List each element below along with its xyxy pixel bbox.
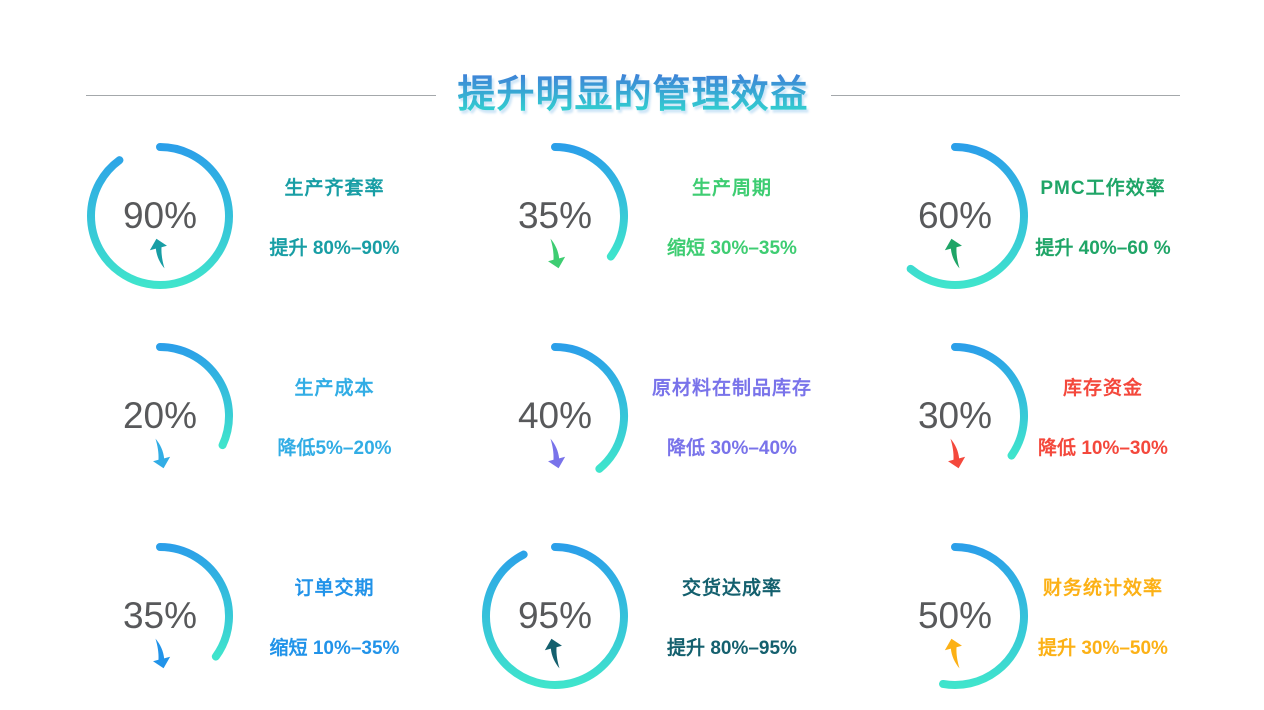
header-rule-left	[86, 94, 436, 96]
progress-arc	[551, 343, 628, 473]
metric-label: 生产周期 缩短 30%–35%	[630, 173, 880, 260]
trend-up-arrow-icon	[944, 238, 962, 269]
gauge-ring: 95%	[480, 541, 630, 691]
progress-arc	[939, 543, 1029, 689]
metric-label: 交货达成率 提升 80%–95%	[630, 573, 880, 660]
gauge-percent: 35%	[122, 595, 198, 636]
gauge-percent: 95%	[517, 595, 593, 636]
progress-arc	[87, 143, 233, 289]
gauge-card: 35% 生产周期 缩短 30%–35%	[480, 116, 880, 316]
gauge-ring: 20%	[85, 341, 235, 491]
metric-range: 缩短 10%–35%	[269, 637, 400, 659]
gauge-ring: 60%	[880, 141, 1030, 291]
trend-up-arrow-icon	[544, 638, 562, 669]
progress-arc	[551, 143, 628, 261]
progress-arc	[906, 143, 1028, 289]
metric-range: 提升 80%–95%	[667, 637, 797, 659]
progress-arc	[481, 543, 628, 689]
metric-label: PMC工作效率 提升 40%–60 %	[1030, 173, 1180, 260]
metric-title: 原材料在制品库存	[651, 377, 812, 399]
progress-arc	[156, 543, 233, 661]
gauge-percent: 40%	[517, 395, 593, 436]
trend-down-arrow-icon	[153, 438, 171, 469]
metric-title: 库存资金	[1062, 377, 1143, 399]
metric-label: 生产成本 降低5%–20%	[235, 373, 480, 460]
gauge-ring: 40%	[480, 341, 630, 491]
metric-range: 降低 10%–30%	[1038, 437, 1168, 459]
metric-label: 生产齐套率 提升 80%–90%	[235, 173, 480, 260]
metric-range: 提升 40%–60 %	[1035, 237, 1171, 259]
trend-up-arrow-icon	[149, 238, 167, 269]
trend-down-arrow-icon	[948, 438, 966, 469]
metric-range: 降低 30%–40%	[667, 437, 797, 459]
gauge-ring: 50%	[880, 541, 1030, 691]
metric-range: 降低5%–20%	[277, 437, 392, 459]
gauge-percent: 20%	[122, 395, 198, 436]
gauge-card: 20% 生产成本 降低5%–20%	[85, 316, 480, 516]
trend-down-arrow-icon	[548, 238, 566, 269]
gauge-ring: 35%	[85, 541, 235, 691]
metric-title: 订单交期	[294, 577, 375, 599]
metric-label: 原材料在制品库存 降低 30%–40%	[630, 373, 880, 460]
metric-label: 订单交期 缩短 10%–35%	[235, 573, 480, 660]
gauge-percent: 60%	[917, 195, 993, 236]
header: 提升明显的管理效益	[86, 42, 1181, 149]
metric-title: 财务统计效率	[1042, 577, 1163, 599]
gauge-card: 50% 财务统计效率 提升 30%–50%	[880, 516, 1180, 710]
header-rule-right	[830, 94, 1181, 96]
metric-range: 提升 30%–50%	[1038, 637, 1168, 659]
gauge-grid: 90% 生产齐套率 提升 80%–90% 35% 生产周期 缩短 30%–35%	[85, 116, 1180, 710]
gauge-ring: 90%	[85, 141, 235, 291]
gauge-card: 40% 原材料在制品库存 降低 30%–40%	[480, 316, 880, 516]
metric-title: 生产周期	[691, 177, 772, 199]
progress-arc	[951, 343, 1028, 460]
trend-up-arrow-icon	[944, 638, 962, 669]
metric-title: 生产齐套率	[284, 177, 385, 199]
gauge-card: 30% 库存资金 降低 10%–30%	[880, 316, 1180, 516]
gauge-card: 60% PMC工作效率 提升 40%–60 %	[880, 116, 1180, 316]
gauge-card: 95% 交货达成率 提升 80%–95%	[480, 516, 880, 710]
gauge-percent: 50%	[917, 595, 993, 636]
metric-title: PMC工作效率	[1040, 177, 1166, 199]
gauge-card: 90% 生产齐套率 提升 80%–90%	[85, 116, 480, 316]
trend-down-arrow-icon	[153, 638, 171, 669]
metric-label: 库存资金 降低 10%–30%	[1030, 373, 1180, 460]
gauge-card: 35% 订单交期 缩短 10%–35%	[85, 516, 480, 710]
metric-title: 交货达成率	[681, 577, 782, 599]
trend-down-arrow-icon	[548, 438, 566, 469]
metric-range: 提升 80%–90%	[269, 237, 400, 259]
progress-arc	[156, 343, 233, 450]
metric-label: 财务统计效率 提升 30%–50%	[1030, 573, 1180, 660]
gauge-ring: 30%	[880, 341, 1030, 491]
page-title: 提升明显的管理效益	[458, 67, 809, 123]
metric-range: 缩短 30%–35%	[667, 237, 797, 259]
gauge-percent: 35%	[517, 195, 593, 236]
gauge-percent: 90%	[122, 195, 198, 236]
gauge-percent: 30%	[917, 395, 993, 436]
gauge-ring: 35%	[480, 141, 630, 291]
metric-title: 生产成本	[294, 377, 375, 399]
